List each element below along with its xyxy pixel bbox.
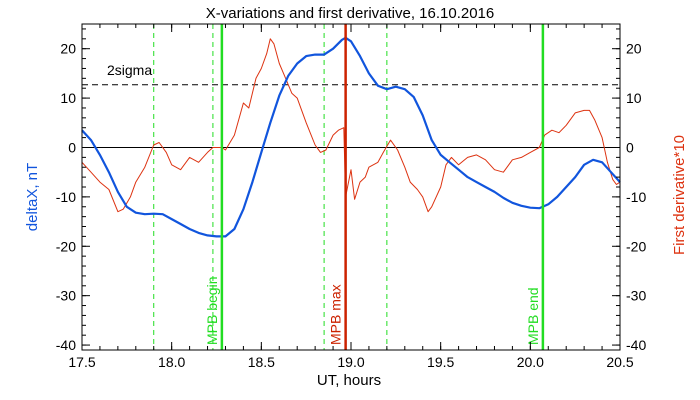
right-y-tick-label: -30 — [626, 288, 646, 304]
left-y-tick-label: 0 — [68, 139, 76, 155]
left-y-tick-label: 20 — [60, 41, 76, 57]
x-tick-label: 17.5 — [68, 354, 95, 370]
left-y-tick-label: -30 — [56, 288, 76, 304]
x-tick-label: 20.0 — [517, 354, 544, 370]
x-tick-label: 19.5 — [427, 354, 454, 370]
right-y-tick-label: -40 — [626, 337, 646, 353]
left-y-tick-label: -10 — [56, 189, 76, 205]
right-y-tick-label: 0 — [626, 139, 634, 155]
left-axis-label: deltaX, nT — [24, 163, 41, 231]
chart-title: X-variations and first derivative, 16.10… — [206, 5, 495, 22]
right-y-tick-label: -20 — [626, 238, 646, 254]
x-axis-label: UT, hours — [317, 372, 381, 389]
right-y-tick-label: 10 — [626, 90, 642, 106]
x-tick-label: 18.0 — [158, 354, 185, 370]
deltax-series-line — [81, 36, 621, 238]
left-y-tick-label: -20 — [56, 238, 76, 254]
right-axis-label: First derivative*10 — [671, 135, 688, 255]
plot-area: MPB begin MPB max MPB end 17.5 18.0 18.5 19.0 1… — [56, 23, 646, 370]
threshold-label: 2sigma — [107, 62, 152, 78]
x-tick-label: 19.0 — [337, 354, 364, 370]
right-y-tick-label: 20 — [626, 41, 642, 57]
x-tick-label: 18.5 — [248, 354, 275, 370]
left-y-tick-label: -40 — [56, 337, 76, 353]
right-y-tick-label: -10 — [626, 189, 646, 205]
marker-label: MPB end — [525, 287, 541, 345]
x-tick-label: 20.5 — [606, 354, 633, 370]
derivative-series-line — [81, 38, 621, 213]
left-y-tick-label: 10 — [60, 90, 76, 106]
marker-label: MPB max — [328, 284, 344, 345]
marker-label: MPB begin — [204, 277, 220, 345]
